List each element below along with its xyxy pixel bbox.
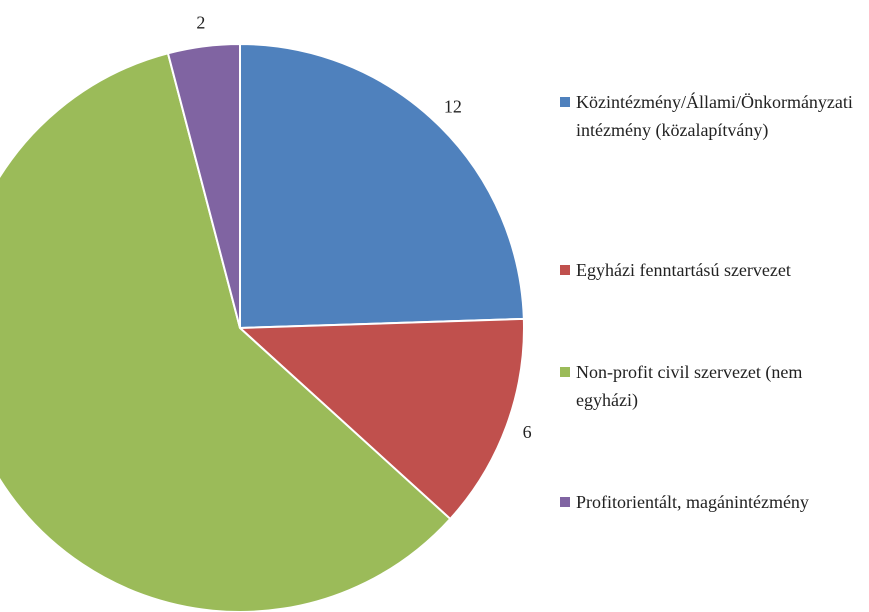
legend-item: Egyházi fenntartású szervezet bbox=[560, 256, 860, 284]
legend-item: Közintézmény/Állami/Önkormányzati intézm… bbox=[560, 88, 860, 144]
legend-swatch bbox=[560, 265, 570, 275]
legend-label: Non-profit civil szervezet (nem egyházi) bbox=[576, 362, 803, 410]
pie-slice bbox=[239, 42, 525, 330]
legend-label: Profitorientált, magánintézmény bbox=[576, 492, 809, 512]
legend-item: Non-profit civil szervezet (nem egyházi) bbox=[560, 358, 860, 414]
legend-item: Profitorientált, magánintézmény bbox=[560, 488, 860, 516]
pie-slice bbox=[237, 317, 525, 521]
data-label: 12 bbox=[444, 96, 462, 116]
legend-swatch bbox=[560, 97, 570, 107]
legend-label: Egyházi fenntartású szervezet bbox=[576, 260, 791, 280]
legend-swatch bbox=[560, 367, 570, 377]
pie-slice bbox=[166, 42, 241, 329]
data-label: 2 bbox=[196, 13, 205, 33]
legend-swatch bbox=[560, 497, 570, 507]
chart: 126292 bbox=[0, 13, 532, 612]
legend: Közintézmény/Állami/Önkormányzati intézm… bbox=[560, 0, 860, 612]
data-label: 6 bbox=[523, 422, 532, 442]
pie-slice bbox=[0, 52, 452, 612]
legend-label: Közintézmény/Állami/Önkormányzati intézm… bbox=[576, 92, 853, 140]
